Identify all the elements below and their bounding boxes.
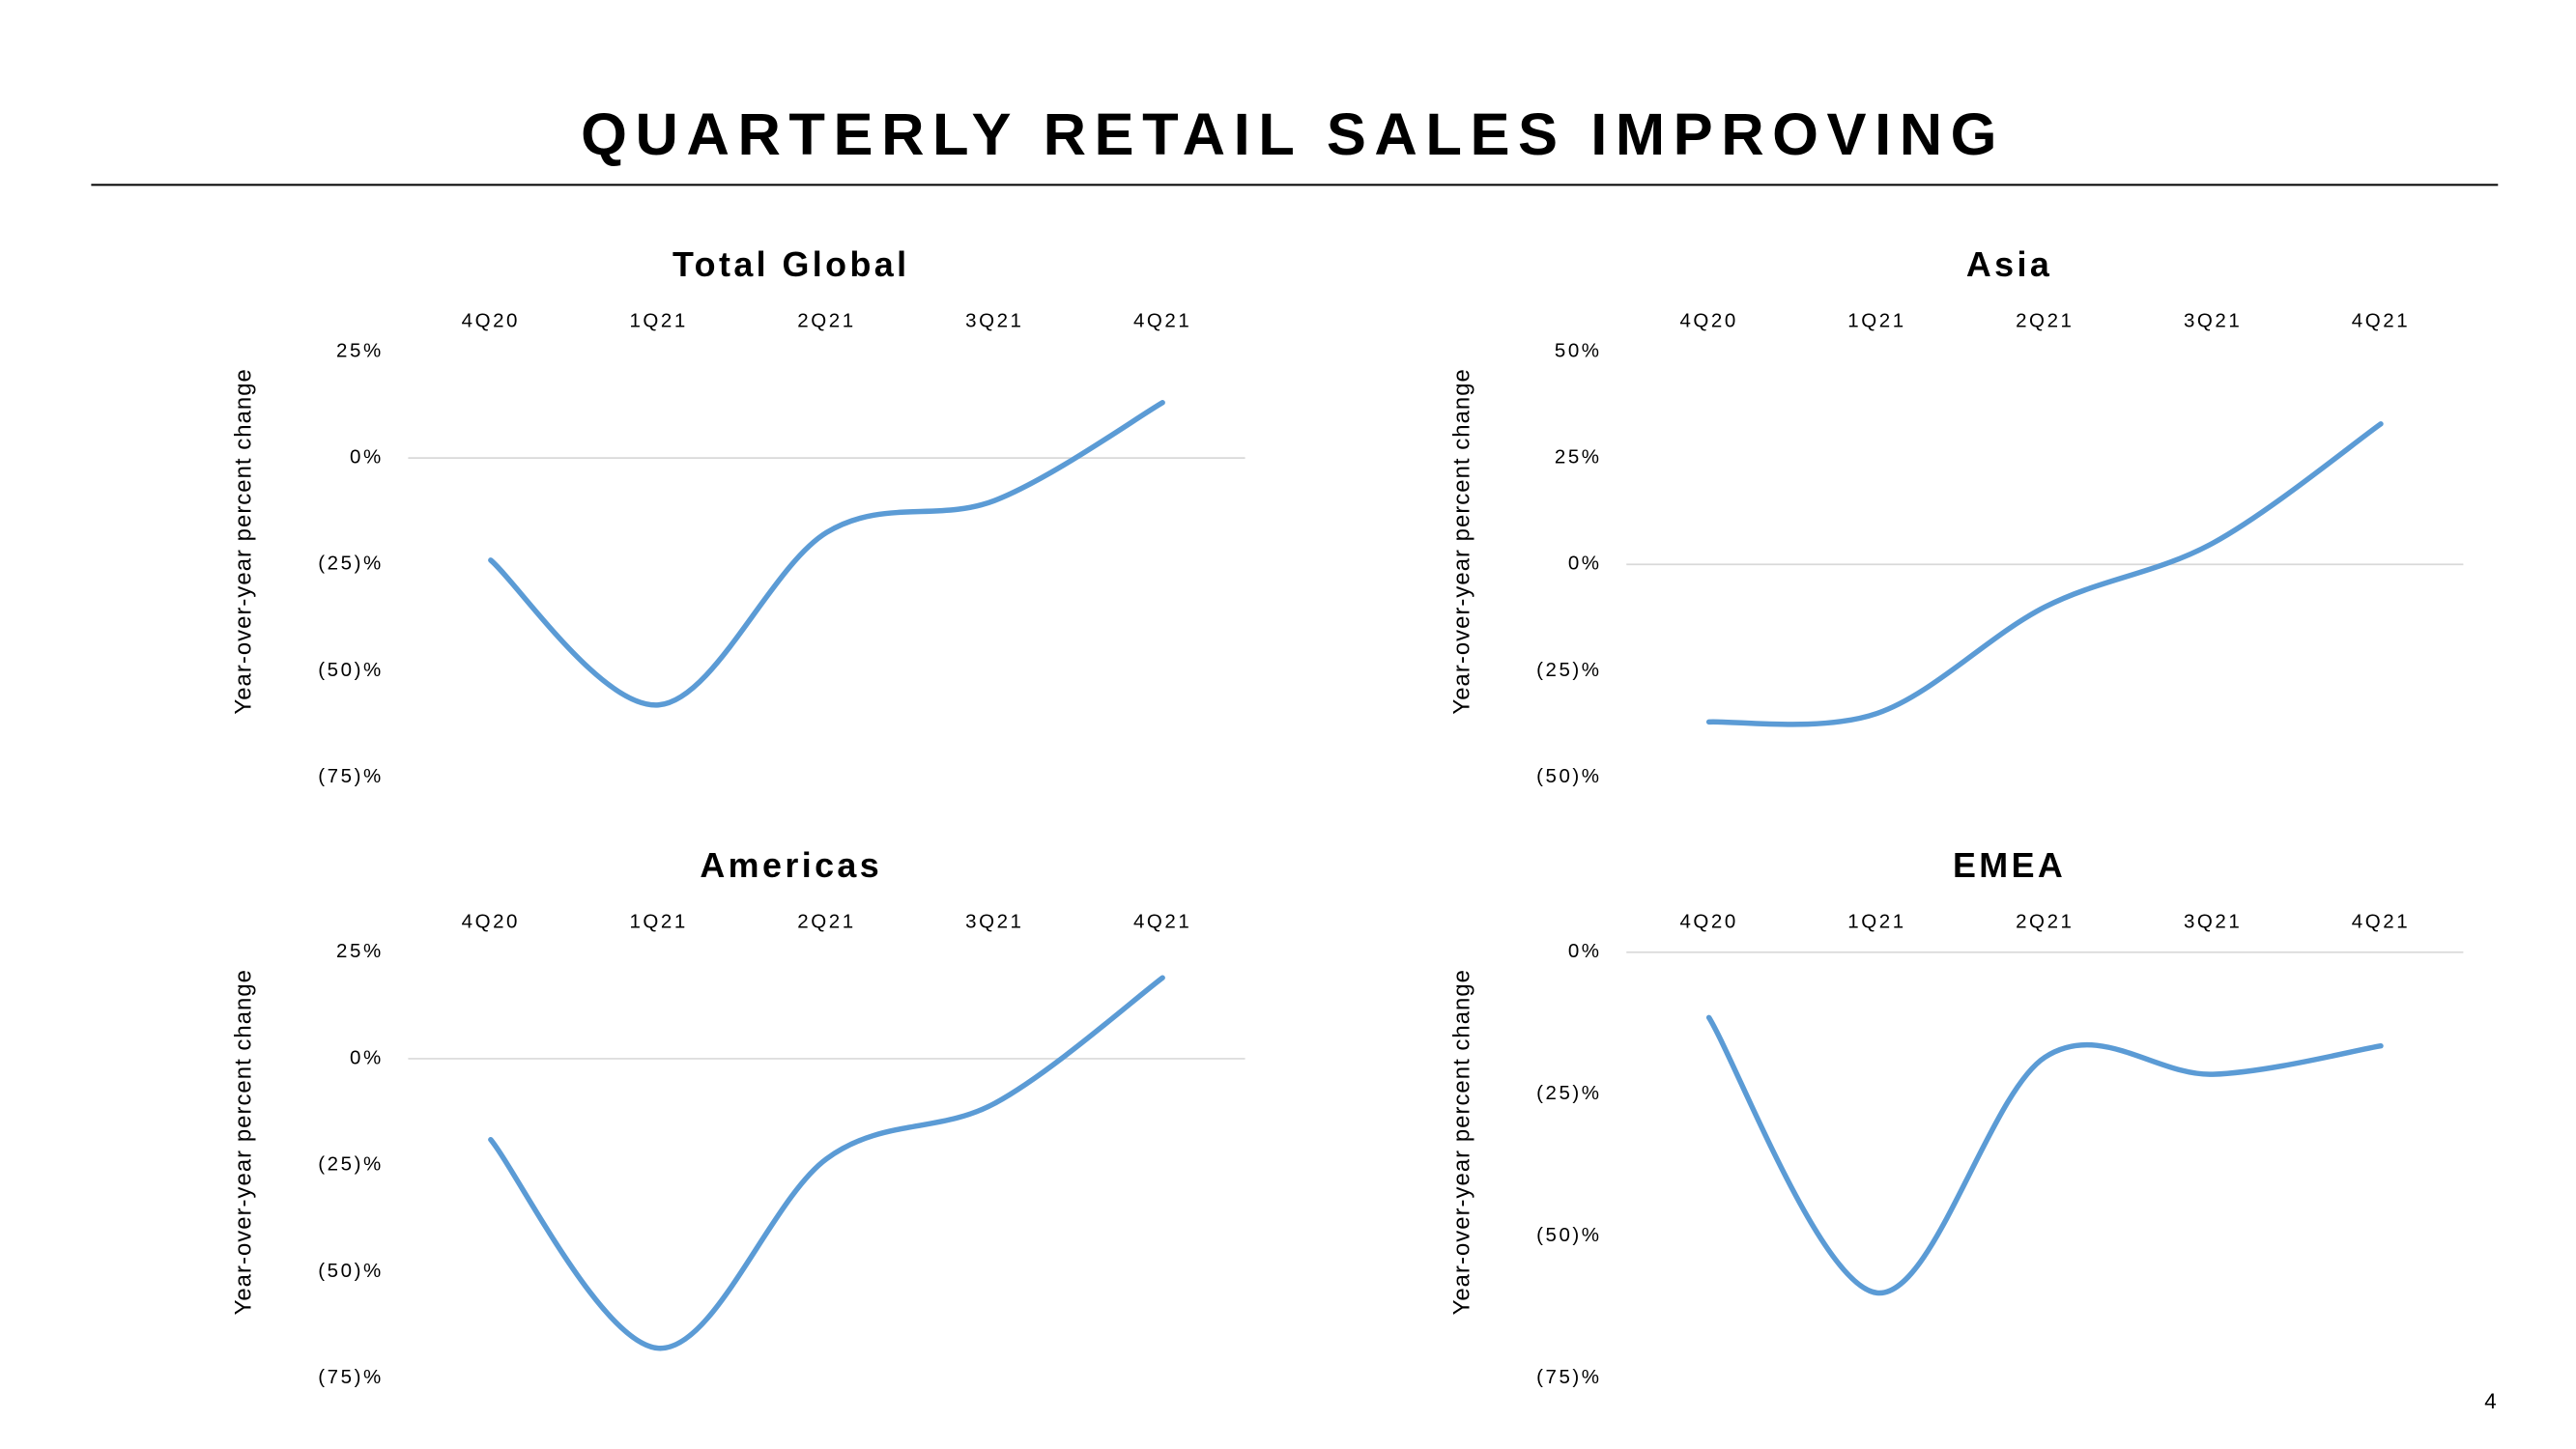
x-tick-label: 1Q21 [629,910,687,932]
y-tick-label: (50)% [318,659,383,681]
x-tick-label: 2Q21 [2016,910,2074,932]
y-tick-label: 0% [350,446,384,469]
y-axis-label: Year-over-year percent change [1448,368,1474,714]
y-axis-label: Year-over-year percent change [231,368,257,714]
x-tick-label: 4Q21 [2352,310,2410,332]
y-axis-label: Year-over-year percent change [231,969,257,1315]
y-tick-label: (25)% [1536,1082,1602,1104]
x-tick-label: 1Q21 [1847,910,1905,932]
x-tick-label: 1Q21 [1847,310,1905,332]
x-tick-label: 4Q20 [1679,310,1737,332]
y-tick-label: (25)% [1536,659,1602,681]
x-tick-label: 4Q20 [462,310,520,332]
slide-title: QUARTERLY RETAIL SALES IMPROVING [581,101,2005,168]
y-tick-label: (75)% [1536,1366,1602,1388]
y-tick-label: 0% [1568,940,1602,962]
x-tick-label: 4Q21 [2352,910,2410,932]
x-tick-label: 4Q20 [462,910,520,932]
y-tick-label: (50)% [1536,765,1602,787]
y-tick-label: 25% [336,339,384,361]
x-tick-label: 3Q21 [965,910,1023,932]
x-tick-label: 4Q21 [1133,910,1191,932]
page-number: 4 [2484,1389,2496,1413]
x-tick-label: 2Q21 [797,310,855,332]
x-tick-label: 2Q21 [2016,310,2074,332]
y-tick-label: 0% [1568,553,1602,575]
x-tick-label: 2Q21 [797,910,855,932]
x-tick-label: 1Q21 [629,310,687,332]
y-tick-label: (25)% [318,1153,383,1176]
y-tick-label: (25)% [318,553,383,575]
y-tick-label: (75)% [318,765,383,787]
data-line [488,975,1165,1351]
y-tick-label: (50)% [318,1260,383,1282]
y-axis-label: Year-over-year percent change [1448,969,1474,1315]
y-tick-label: (50)% [1536,1224,1602,1246]
y-tick-label: 25% [336,940,384,962]
x-tick-label: 4Q20 [1679,910,1737,932]
x-tick-label: 3Q21 [2184,310,2242,332]
y-tick-label: (75)% [318,1366,383,1388]
y-tick-label: 50% [1555,339,1602,361]
chart-title: EMEA [1953,846,2066,885]
data-line [488,400,1165,708]
y-tick-label: 0% [350,1046,384,1068]
x-tick-label: 3Q21 [965,310,1023,332]
chart-title: Americas [700,846,882,885]
data-line [1705,421,2384,727]
chart-title: Asia [1966,245,2052,284]
data-line [1705,1014,2384,1296]
y-tick-label: 25% [1555,446,1602,469]
chart-title: Total Global [673,245,910,284]
x-tick-label: 3Q21 [2184,910,2242,932]
x-tick-label: 4Q21 [1133,310,1191,332]
